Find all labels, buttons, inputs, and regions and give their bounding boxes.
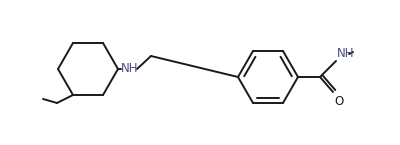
Text: NH: NH (337, 47, 354, 60)
Text: O: O (334, 95, 343, 108)
Text: NH: NH (121, 62, 138, 76)
